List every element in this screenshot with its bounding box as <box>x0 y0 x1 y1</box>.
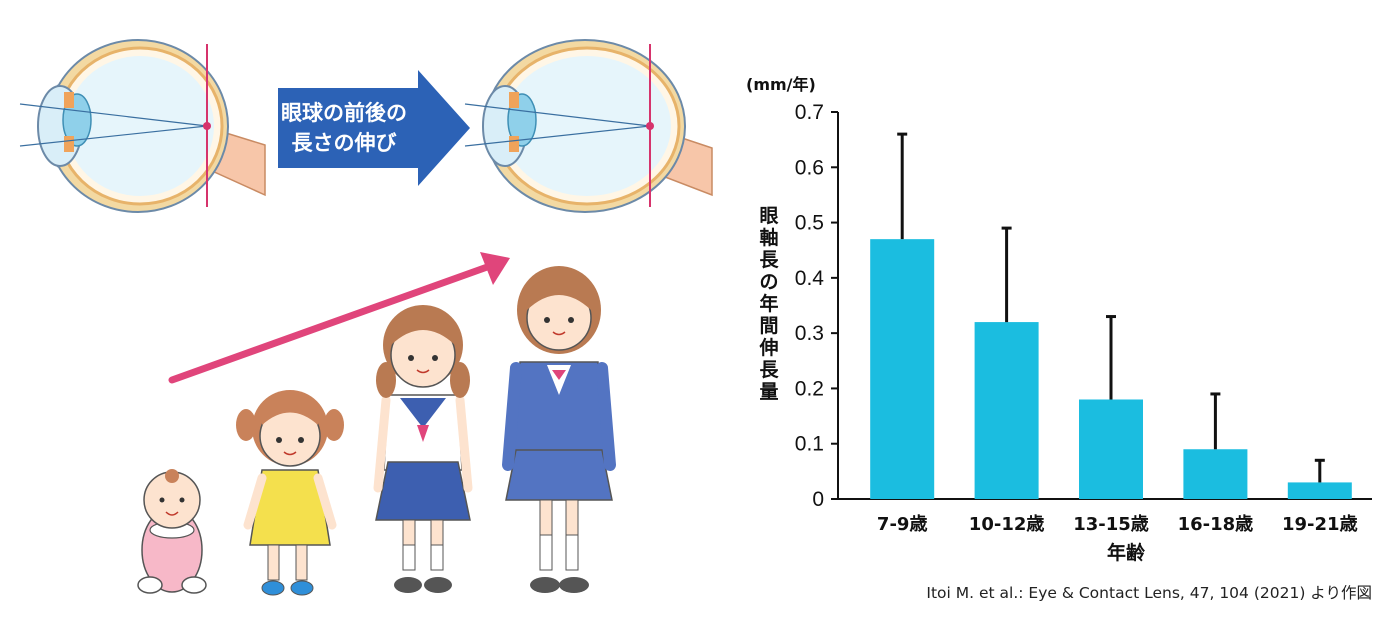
x-tick-label: 10-12歳 <box>969 514 1045 535</box>
x-tick-label: 19-21歳 <box>1282 514 1358 535</box>
y-tick-label: 0.2 <box>795 377 824 400</box>
bar <box>1183 449 1248 499</box>
y-tick-label: 0.3 <box>795 322 824 345</box>
x-tick-label: 13-15歳 <box>1073 514 1149 535</box>
y-axis-label-char: 伸 <box>758 336 778 359</box>
x-axis-label: 年齢 <box>1107 541 1146 564</box>
y-axis-label-char: 間 <box>759 315 778 337</box>
length-growth-arrow: 眼球の前後の 長さの伸び <box>278 70 470 186</box>
bar <box>1079 399 1143 499</box>
y-axis-label-char: 長 <box>759 359 779 381</box>
y-axis-label-char: 年 <box>759 292 778 315</box>
bar <box>1287 482 1352 499</box>
y-tick-label: 0.6 <box>795 156 824 179</box>
bar <box>974 322 1039 499</box>
y-axis-ticks: 0 0.1 0.2 0.3 0.4 0.5 0.6 0.7 <box>795 101 838 511</box>
eye-before-icon <box>19 39 266 213</box>
baby-icon <box>137 469 207 594</box>
teen-icon <box>502 266 616 593</box>
bars <box>870 132 1352 499</box>
eye-after-icon <box>464 39 713 213</box>
arrow-label-line2: 長さの伸び <box>292 131 397 155</box>
y-axis-label-char: 量 <box>759 381 778 403</box>
y-axis-label-char: の <box>759 271 778 293</box>
y-tick-label: 0.5 <box>795 212 824 235</box>
bar <box>870 239 935 499</box>
x-tick-label: 7-9歳 <box>877 514 928 535</box>
x-tick-label: 16-18歳 <box>1178 514 1254 535</box>
y-tick-label: 0.7 <box>795 101 824 124</box>
source-citation: Itoi M. et al.: Eye & Contact Lens, 47, … <box>926 584 1372 602</box>
growth-arrow-icon <box>168 252 510 384</box>
student-icon <box>373 305 473 593</box>
child-icon <box>236 390 344 596</box>
y-tick-label: 0.4 <box>795 267 825 290</box>
y-tick-label: 0.1 <box>795 433 824 456</box>
y-tick-label: 0 <box>812 488 824 511</box>
y-axis-label-char: 軸 <box>759 226 778 249</box>
y-axis-label-char: 長 <box>759 249 779 271</box>
y-axis-label-char: 眼 <box>759 205 778 227</box>
arrow-label-line1: 眼球の前後の <box>281 101 407 125</box>
illustration: 眼球の前後の 長さの伸び <box>19 39 713 596</box>
x-axis-ticks: 7-9歳 10-12歳 13-15歳 16-18歳 19-21歳 <box>877 514 1358 535</box>
y-unit-label: (mm/年) <box>746 75 816 94</box>
